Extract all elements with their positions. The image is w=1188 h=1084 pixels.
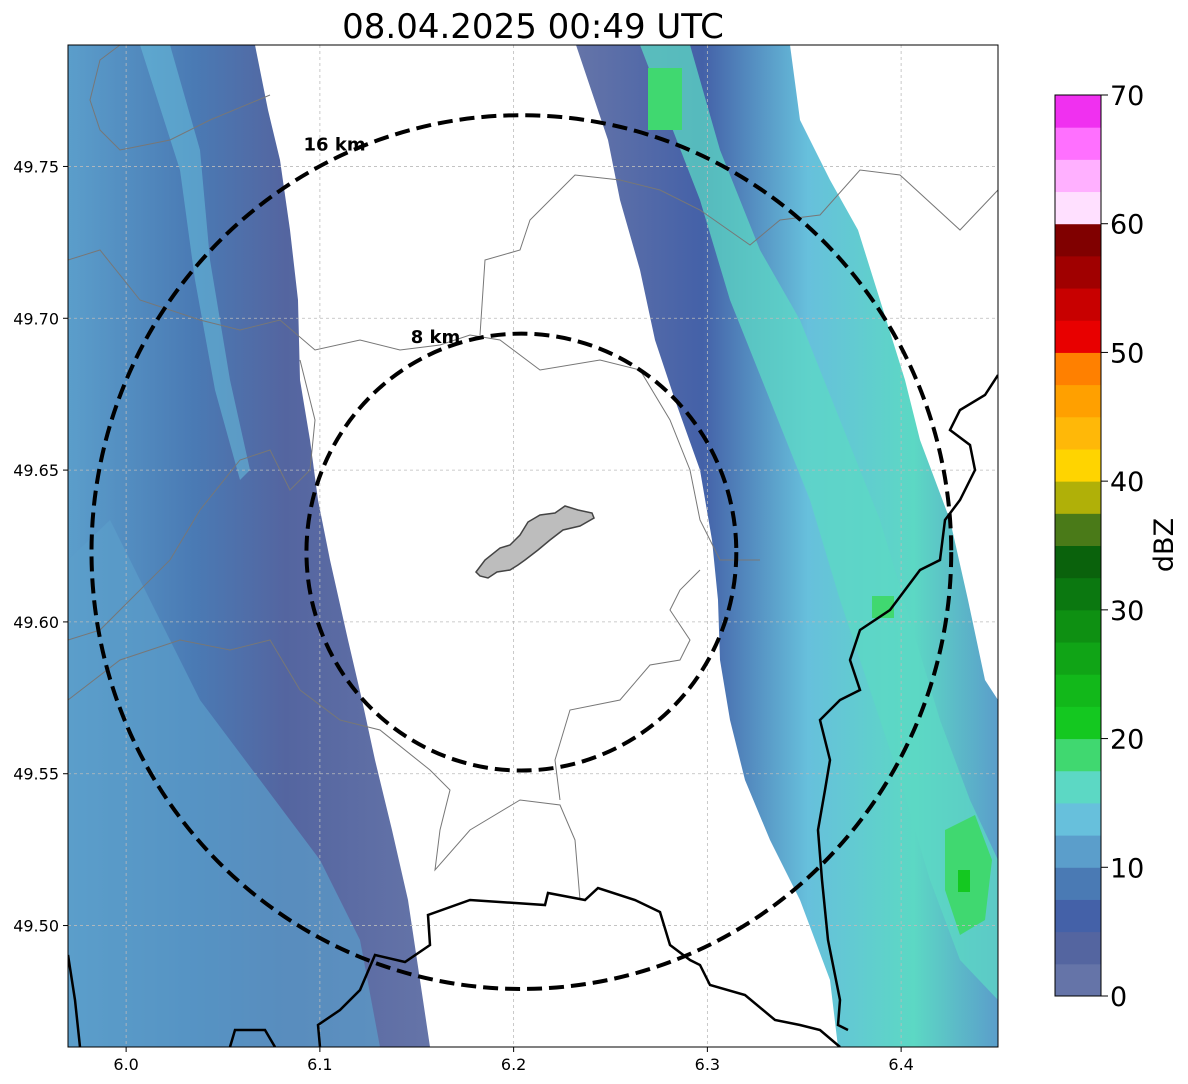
map-title: 08.04.2025 00:49 UTC [342, 7, 724, 47]
colorbar-segment [1055, 738, 1101, 772]
x-tick-label: 6.3 [695, 1055, 720, 1074]
y-tick-label: 49.65 [13, 461, 59, 480]
colorbar-segment [1055, 223, 1101, 257]
colorbar-segment [1055, 770, 1101, 804]
precip-band-west-streak [140, 45, 250, 480]
colorbar-segment [1055, 127, 1101, 160]
radar-site-area [475, 505, 595, 579]
map-area: 8 km 16 km 6.0 6.1 6.2 6.3 6.4 49.50 49.55 49.6… [13, 44, 999, 1074]
colorbar-tick-label: 30 [1110, 596, 1144, 627]
colorbar-segment [1055, 931, 1101, 965]
colorbar-tick-label: 60 [1110, 210, 1144, 241]
colorbar-tick-label: 0 [1110, 982, 1127, 1013]
colorbar-segment [1055, 481, 1101, 514]
echo-cell-green-1 [648, 68, 682, 130]
colorbar-segment [1055, 513, 1101, 546]
echo-cell-green-4 [958, 870, 970, 892]
x-axis-ticks: 6.0 6.1 6.2 6.3 6.4 [113, 1047, 914, 1074]
colorbar-segment [1055, 191, 1101, 225]
y-tick-label: 49.60 [13, 613, 59, 632]
colorbar-segment [1055, 577, 1101, 611]
colorbar-segment [1055, 320, 1101, 353]
colorbar-segment [1055, 706, 1101, 740]
precip-band-east [576, 45, 998, 1047]
colorbar-label: dBZ [1149, 518, 1180, 572]
y-tick-label: 49.75 [13, 157, 59, 176]
colorbar: 0 10 20 30 40 50 60 70 dBZ [1054, 81, 1180, 1013]
range-ring-8km [304, 331, 739, 773]
colorbar-tick-label: 40 [1110, 467, 1144, 498]
colorbar-segment [1055, 802, 1101, 836]
x-tick-label: 6.1 [307, 1055, 332, 1074]
colorbar-tick-label: 50 [1110, 338, 1144, 369]
map-frame [67, 44, 999, 1048]
range-ring-16km [89, 113, 954, 991]
colorbar-segment [1055, 642, 1101, 675]
x-tick-label: 6.0 [113, 1055, 138, 1074]
colorbar-segment [1055, 963, 1101, 997]
colorbar-segment [1055, 835, 1101, 868]
colorbar-segment [1055, 95, 1101, 128]
colorbar-tick-label: 70 [1110, 81, 1144, 112]
colorbar-segment [1055, 255, 1101, 289]
colorbar-segment [1055, 867, 1101, 900]
colorbar-segment [1055, 159, 1101, 193]
admin-boundaries [68, 45, 998, 901]
colorbar-frame [1054, 94, 1102, 997]
x-tick-label: 6.2 [501, 1055, 526, 1074]
x-tick-label: 6.4 [888, 1055, 913, 1074]
colorbar-segment [1055, 674, 1101, 707]
colorbar-ticks: 0 10 20 30 40 50 60 70 [1101, 81, 1144, 1013]
colorbar-segment [1055, 609, 1101, 643]
country-border [68, 374, 998, 1047]
range-ring-label: 16 km [304, 134, 366, 155]
colorbar-tick-label: 20 [1110, 725, 1144, 756]
colorbar-segment [1055, 384, 1101, 418]
precip-band-east-core [640, 45, 998, 1000]
y-tick-label: 49.70 [13, 309, 59, 328]
colorbar-tick-label: 10 [1110, 853, 1144, 884]
y-tick-label: 49.55 [13, 765, 59, 784]
colorbar-segment [1055, 352, 1101, 386]
y-axis-ticks: 49.50 49.55 49.60 49.65 49.70 49.75 [13, 157, 68, 936]
colorbar-segment [1055, 448, 1101, 482]
y-tick-label: 49.50 [13, 917, 59, 936]
colorbar-segment [1055, 288, 1101, 321]
colorbar-segments [1055, 95, 1101, 997]
range-rings: 8 km 16 km [89, 113, 954, 991]
colorbar-segment [1055, 416, 1101, 450]
colorbar-segment [1055, 899, 1101, 933]
range-ring-label: 8 km [411, 327, 461, 348]
colorbar-segment [1055, 545, 1101, 579]
